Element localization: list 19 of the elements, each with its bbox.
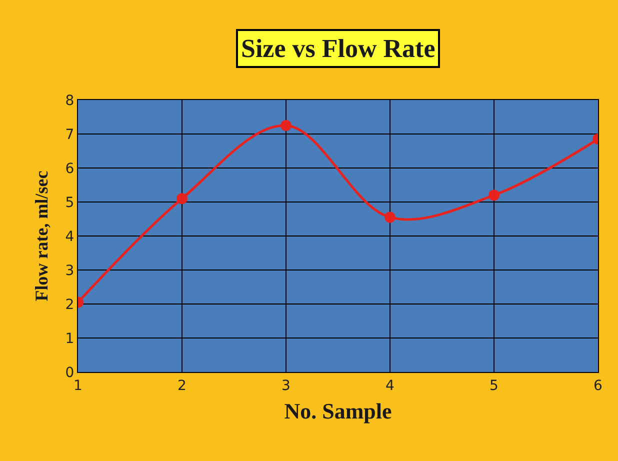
y-tick-label: 7 (65, 126, 74, 143)
y-tick-label: 8 (65, 92, 74, 109)
y-tick-label: 4 (65, 228, 74, 245)
y-tick-label: 5 (65, 194, 74, 211)
point (280, 120, 292, 131)
x-tick-label: 2 (178, 378, 186, 394)
x-tick-label: 6 (594, 378, 603, 394)
x-tick-label: 4 (386, 378, 395, 394)
chart-title: Size vs Flow Rate (241, 34, 436, 63)
y-axis-title: Flow rate, ml/sec (31, 170, 52, 302)
x-tick-label: 5 (490, 378, 498, 394)
y-tick-label: 0 (65, 364, 74, 381)
x-tick-label: 3 (282, 378, 290, 394)
y-tick-label: 1 (65, 330, 74, 347)
point (384, 212, 396, 223)
x-axis-title: No. Sample (284, 398, 392, 424)
y-tick-label: 6 (65, 160, 74, 177)
y-tick-label: 2 (65, 296, 74, 313)
y-tick-label: 3 (65, 262, 74, 279)
